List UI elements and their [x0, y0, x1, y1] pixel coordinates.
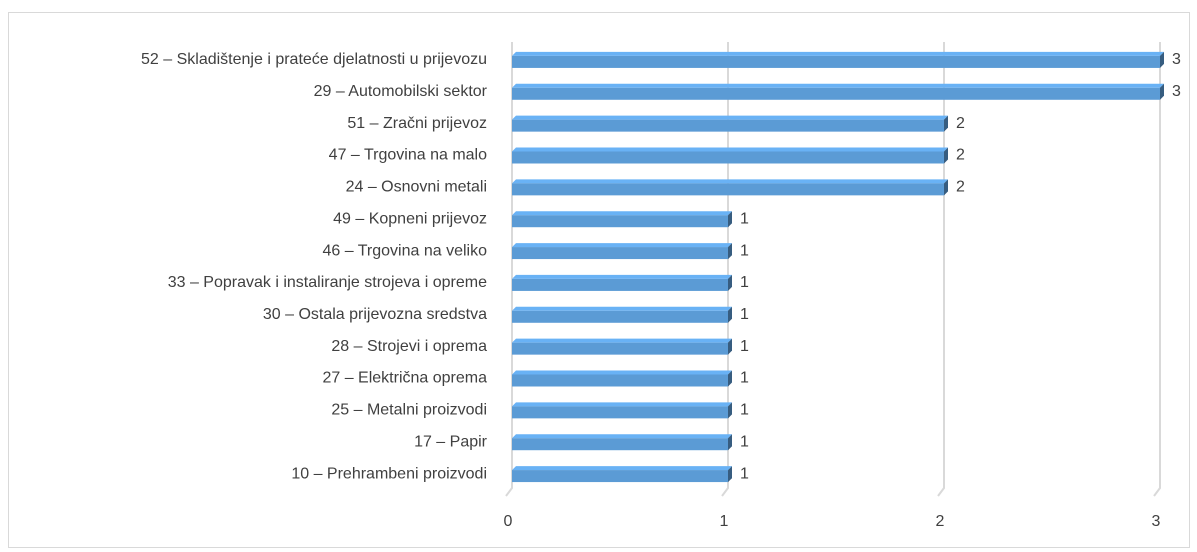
- value-label: 1: [740, 338, 749, 355]
- bar-top: [512, 466, 732, 471]
- value-label: 1: [740, 306, 749, 323]
- bar: [512, 470, 728, 483]
- y-tick-label: 47 – Trgovina na malo: [329, 147, 487, 164]
- y-tick-label: 25 – Metalni proizvodi: [331, 402, 487, 419]
- bar: [512, 119, 944, 132]
- bar: [512, 374, 728, 387]
- bar: [512, 406, 728, 419]
- bar-side: [728, 434, 732, 451]
- bar-top: [512, 51, 1164, 56]
- bar-top: [512, 115, 948, 120]
- value-label: 2: [956, 147, 965, 164]
- bar-side: [728, 370, 732, 387]
- bar: [512, 87, 1160, 100]
- bar-side: [728, 211, 732, 228]
- x-tick-label: 1: [720, 513, 729, 530]
- y-tick-label: 33 – Popravak i instaliranje strojeva i …: [168, 274, 487, 291]
- y-tick-label: 46 – Trgovina na veliko: [322, 242, 487, 259]
- y-tick-label: 51 – Zračni prijevoz: [347, 115, 487, 132]
- bar-side: [728, 466, 732, 483]
- bar-top: [512, 243, 732, 248]
- bar-side: [944, 115, 948, 132]
- value-label: 1: [740, 465, 749, 482]
- value-label: 1: [740, 402, 749, 419]
- bar-top: [512, 179, 948, 184]
- grid-line: [1153, 42, 1161, 497]
- bar-top: [512, 370, 732, 375]
- bar-top: [512, 83, 1164, 88]
- bar-side: [944, 179, 948, 196]
- bar: [512, 247, 728, 260]
- bar: [512, 151, 944, 164]
- bar-top: [512, 147, 948, 152]
- bar: [512, 55, 1160, 68]
- y-tick-label: 52 – Skladištenje i prateće djelatnosti …: [141, 51, 487, 68]
- bar-side: [728, 306, 732, 323]
- value-label: 2: [956, 179, 965, 196]
- bar-top: [512, 211, 732, 216]
- x-tick-label: 3: [1152, 513, 1161, 530]
- y-tick-label: 28 – Strojevi i oprema: [331, 338, 487, 355]
- value-label: 2: [956, 115, 965, 132]
- y-tick-label: 49 – Kopneni prijevoz: [333, 210, 487, 227]
- x-tick-label: 0: [504, 513, 513, 530]
- bar-side: [728, 243, 732, 260]
- bar: [512, 215, 728, 228]
- bar-side: [1160, 83, 1164, 100]
- bar-top: [512, 338, 732, 343]
- bar-top: [512, 434, 732, 439]
- value-label: 1: [740, 370, 749, 387]
- x-tick-label: 2: [936, 513, 945, 530]
- y-tick-label: 24 – Osnovni metali: [346, 179, 487, 196]
- y-tick-label: 27 – Električna oprema: [322, 370, 487, 387]
- value-label: 1: [740, 433, 749, 450]
- bar: [512, 310, 728, 323]
- bar-top: [512, 274, 732, 279]
- value-label: 1: [740, 242, 749, 259]
- bar-side: [728, 402, 732, 419]
- bar: [512, 183, 944, 196]
- y-tick-label: 17 – Papir: [414, 433, 488, 450]
- bar: [512, 438, 728, 451]
- y-tick-label: 29 – Automobilski sektor: [314, 83, 488, 100]
- y-tick-label: 30 – Ostala prijevozna sredstva: [263, 306, 487, 323]
- value-label: 3: [1172, 83, 1181, 100]
- value-label: 1: [740, 210, 749, 227]
- bar: [512, 278, 728, 291]
- y-tick-label: 10 – Prehrambeni proizvodi: [291, 465, 487, 482]
- bar-side: [944, 147, 948, 164]
- bar-side: [728, 274, 732, 291]
- bar-side: [728, 338, 732, 355]
- value-label: 3: [1172, 51, 1181, 68]
- bar-side: [1160, 51, 1164, 68]
- bar-top: [512, 402, 732, 407]
- bar-top: [512, 306, 732, 311]
- bar: [512, 342, 728, 355]
- value-label: 1: [740, 274, 749, 291]
